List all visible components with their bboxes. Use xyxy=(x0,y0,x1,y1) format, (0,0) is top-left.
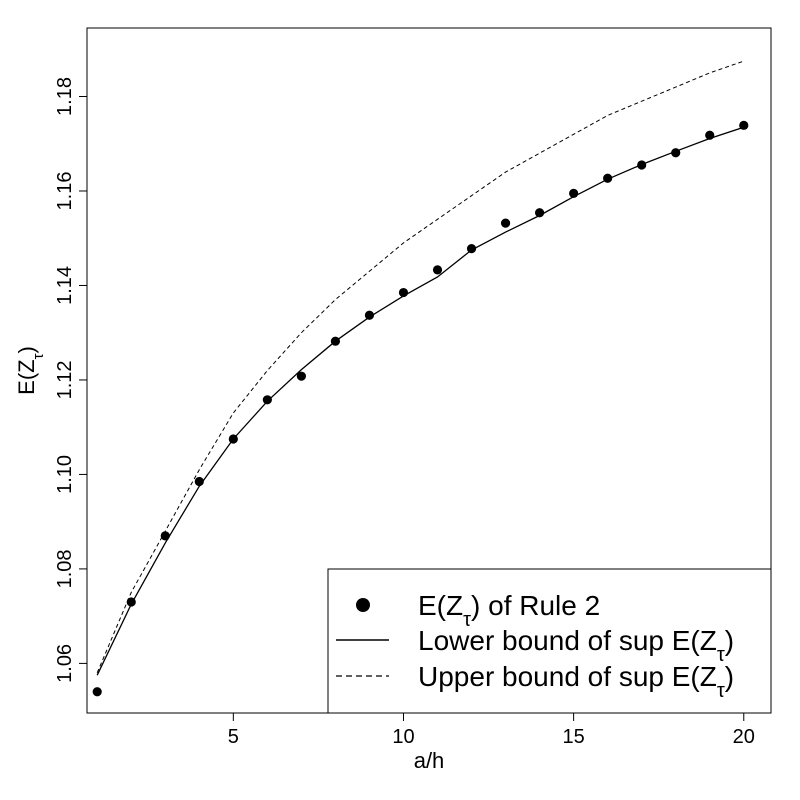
data-point xyxy=(534,208,545,218)
data-point xyxy=(432,265,443,275)
x-tick-label: 15 xyxy=(563,726,585,748)
x-tick-label: 20 xyxy=(733,726,755,748)
data-point xyxy=(92,687,102,697)
y-tick-label: 1.06 xyxy=(54,644,76,683)
y-tick-label: 1.08 xyxy=(54,549,76,588)
legend-label: Lower bound of sup E(Zτ) xyxy=(418,625,734,666)
y-tick-label: 1.16 xyxy=(54,172,76,211)
y-tick-label: 1.18 xyxy=(54,77,76,116)
lower-bound-line xyxy=(96,126,745,676)
y-tick-label: 1.14 xyxy=(54,266,76,305)
plot-area xyxy=(92,60,749,697)
y-axis-title: E(Zτ) xyxy=(14,346,47,395)
legend-box xyxy=(327,568,772,714)
x-axis-title: a/h xyxy=(414,748,445,773)
legend-marker xyxy=(356,598,370,612)
axes: 5 10 15 20 1.06 1.08 1.10 1.12 1.14 1.16 1.18 a/h E(… xyxy=(14,27,772,773)
x-tick-label: 5 xyxy=(228,726,239,748)
data-point xyxy=(160,531,170,541)
legend-label: E(Zτ) of Rule 2 xyxy=(418,590,600,631)
data-point xyxy=(466,244,477,254)
data-point xyxy=(296,371,306,381)
y-tick-label: 1.12 xyxy=(54,360,76,399)
data-point xyxy=(500,218,511,228)
legend-label: Upper bound of sup E(Zτ) xyxy=(418,661,734,702)
x-tick-label: 10 xyxy=(392,726,414,748)
data-point xyxy=(262,395,272,405)
y-tick-label: 1.10 xyxy=(54,455,76,494)
upper-bound-line xyxy=(96,60,744,673)
data-point xyxy=(364,310,375,320)
